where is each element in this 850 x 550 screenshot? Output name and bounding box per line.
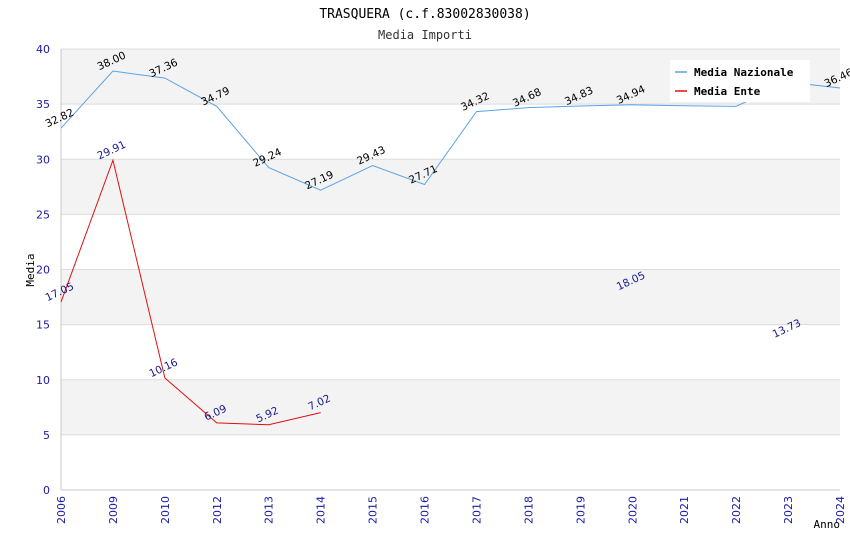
x-tick-label: 2013 xyxy=(263,496,276,524)
y-axis-title: Media xyxy=(24,253,37,286)
y-tick-label: 15 xyxy=(36,319,50,332)
x-tick-label: 2016 xyxy=(419,496,432,524)
y-tick-label: 35 xyxy=(36,98,50,111)
grid-band xyxy=(61,159,840,215)
legend-label-media-nazionale: Media Nazionale xyxy=(694,66,794,79)
legend-label-media-ente: Media Ente xyxy=(694,85,761,98)
grid-band xyxy=(61,269,840,325)
y-tick-label: 10 xyxy=(36,374,50,387)
grid-band xyxy=(61,324,840,380)
series-line-media-ente xyxy=(60,158,321,426)
x-axis-title: Anno xyxy=(814,518,841,531)
x-tick-label: 2021 xyxy=(678,496,691,524)
y-tick-label: 0 xyxy=(43,484,50,497)
series-line-media-nazionale xyxy=(60,70,841,191)
x-tick-label: 2020 xyxy=(626,496,639,524)
y-tick-label: 40 xyxy=(36,43,50,56)
grid-band xyxy=(61,104,840,160)
x-tick-label: 2023 xyxy=(782,496,795,524)
y-tick-label: 30 xyxy=(36,153,50,166)
x-tick-label: 2010 xyxy=(159,496,172,524)
grid-band xyxy=(61,434,840,490)
x-tick-label: 2019 xyxy=(574,496,587,524)
x-tick-label: 2014 xyxy=(315,496,328,524)
y-tick-label: 20 xyxy=(36,264,50,277)
grid-band xyxy=(61,214,840,270)
x-tick-label: 2015 xyxy=(367,496,380,524)
axes: 0 5 10 15 20 25 30 35 40 2006 2009 2010 2012 2013 2014… xyxy=(36,43,847,524)
y-tick-label: 25 xyxy=(36,208,50,221)
chart-title: TRASQUERA (c.f.83002830038) xyxy=(319,7,530,22)
x-tick-label: 2022 xyxy=(730,496,743,524)
x-tick-label: 2017 xyxy=(470,496,483,524)
series xyxy=(60,70,841,426)
legend-box xyxy=(670,60,810,102)
x-tick-label: 2009 xyxy=(107,496,120,524)
grid-band xyxy=(61,379,840,435)
x-tick-label: 2006 xyxy=(55,496,68,524)
chart-subtitle: Media Importi xyxy=(378,28,472,42)
legend: Media Nazionale Media Ente xyxy=(670,60,810,102)
grid xyxy=(61,48,840,491)
x-tick-label: 2012 xyxy=(211,496,224,524)
y-tick-label: 5 xyxy=(43,429,50,442)
x-tick-label: 2018 xyxy=(522,496,535,524)
x-tick-label: 2024 xyxy=(834,496,847,524)
